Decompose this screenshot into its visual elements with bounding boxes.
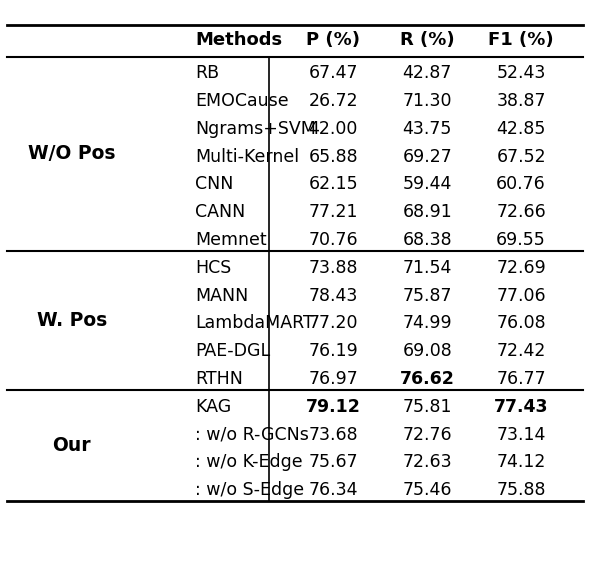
- Text: 69.55: 69.55: [496, 231, 546, 249]
- Text: W/O Pos: W/O Pos: [28, 144, 116, 164]
- Text: P (%): P (%): [306, 31, 360, 49]
- Text: 76.97: 76.97: [309, 370, 358, 388]
- Text: 75.81: 75.81: [402, 398, 452, 416]
- Text: KAG: KAG: [195, 398, 231, 416]
- Text: 73.88: 73.88: [309, 259, 358, 277]
- Text: 78.43: 78.43: [309, 286, 358, 304]
- Text: 69.27: 69.27: [402, 148, 452, 166]
- Text: 43.75: 43.75: [402, 120, 452, 138]
- Text: Methods: Methods: [195, 31, 282, 49]
- Text: : w/o K-Edge: : w/o K-Edge: [195, 453, 303, 471]
- Text: 42.85: 42.85: [496, 120, 546, 138]
- Text: 76.34: 76.34: [309, 481, 358, 499]
- Text: 75.67: 75.67: [309, 453, 358, 471]
- Text: LambdaMART: LambdaMART: [195, 314, 314, 332]
- Text: 60.76: 60.76: [496, 175, 546, 193]
- Text: : w/o S-Edge: : w/o S-Edge: [195, 481, 304, 499]
- Text: 77.43: 77.43: [494, 398, 548, 416]
- Text: 62.15: 62.15: [309, 175, 358, 193]
- Text: 72.42: 72.42: [496, 342, 546, 360]
- Text: 68.38: 68.38: [402, 231, 452, 249]
- Text: 65.88: 65.88: [309, 148, 358, 166]
- Text: 74.99: 74.99: [402, 314, 452, 332]
- Text: 69.08: 69.08: [402, 342, 452, 360]
- Text: EMOCause: EMOCause: [195, 92, 289, 110]
- Text: 71.54: 71.54: [402, 259, 452, 277]
- Text: CNN: CNN: [195, 175, 234, 193]
- Text: 59.44: 59.44: [402, 175, 452, 193]
- Text: 75.87: 75.87: [402, 286, 452, 304]
- Text: Our: Our: [53, 436, 91, 455]
- Text: 76.08: 76.08: [496, 314, 546, 332]
- Text: 76.62: 76.62: [399, 370, 454, 388]
- Text: HCS: HCS: [195, 259, 231, 277]
- Text: 67.47: 67.47: [309, 64, 358, 82]
- Text: MANN: MANN: [195, 286, 248, 304]
- Text: 74.12: 74.12: [496, 453, 546, 471]
- Text: 73.14: 73.14: [496, 425, 546, 443]
- Text: CANN: CANN: [195, 203, 245, 221]
- Text: 52.43: 52.43: [496, 64, 546, 82]
- Text: 67.52: 67.52: [496, 148, 546, 166]
- Text: 38.87: 38.87: [496, 92, 546, 110]
- Text: 42.00: 42.00: [309, 120, 358, 138]
- Text: 75.46: 75.46: [402, 481, 452, 499]
- Text: F1 (%): F1 (%): [489, 31, 554, 49]
- Text: Ngrams+SVM: Ngrams+SVM: [195, 120, 316, 138]
- Text: 75.88: 75.88: [496, 481, 546, 499]
- Text: 77.20: 77.20: [309, 314, 358, 332]
- Text: 72.66: 72.66: [496, 203, 546, 221]
- Text: : w/o R-GCNs: : w/o R-GCNs: [195, 425, 309, 443]
- Text: 71.30: 71.30: [402, 92, 452, 110]
- Text: R (%): R (%): [400, 31, 454, 49]
- Text: 68.91: 68.91: [402, 203, 452, 221]
- Text: 76.77: 76.77: [496, 370, 546, 388]
- Text: Multi-Kernel: Multi-Kernel: [195, 148, 299, 166]
- Text: 76.19: 76.19: [309, 342, 358, 360]
- Text: 72.76: 72.76: [402, 425, 452, 443]
- Text: 79.12: 79.12: [306, 398, 360, 416]
- Text: 73.68: 73.68: [309, 425, 358, 443]
- Text: 70.76: 70.76: [309, 231, 358, 249]
- Text: RTHN: RTHN: [195, 370, 243, 388]
- Text: 77.06: 77.06: [496, 286, 546, 304]
- Text: 77.21: 77.21: [309, 203, 358, 221]
- Text: 72.69: 72.69: [496, 259, 546, 277]
- Text: Memnet: Memnet: [195, 231, 267, 249]
- Text: 26.72: 26.72: [309, 92, 358, 110]
- Text: W. Pos: W. Pos: [37, 311, 107, 330]
- Text: PAE-DGL: PAE-DGL: [195, 342, 270, 360]
- Text: 42.87: 42.87: [402, 64, 452, 82]
- Text: 72.63: 72.63: [402, 453, 452, 471]
- Text: RB: RB: [195, 64, 219, 82]
